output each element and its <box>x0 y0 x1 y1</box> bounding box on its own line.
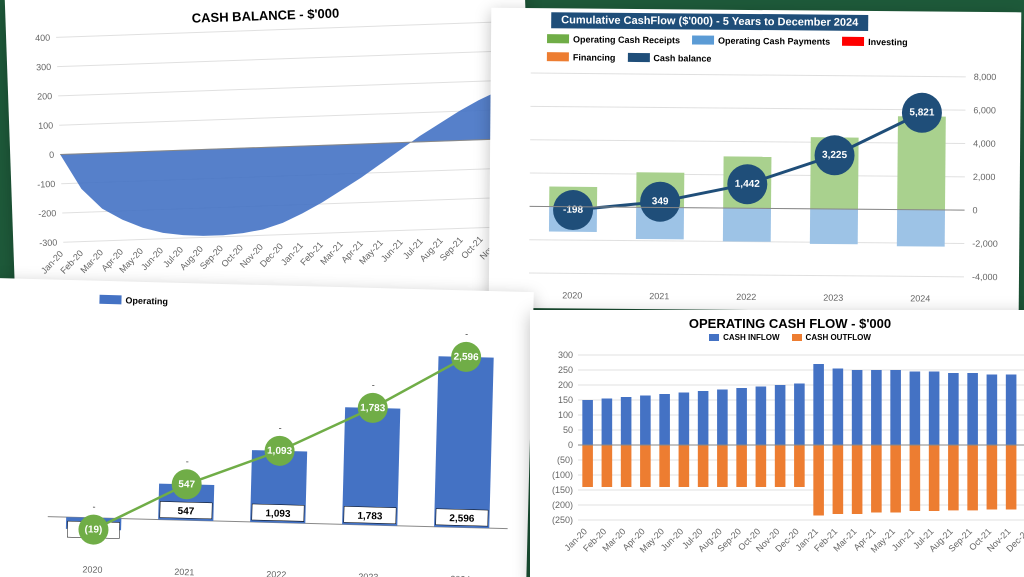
svg-text:Dec-20: Dec-20 <box>258 241 285 269</box>
svg-text:2020: 2020 <box>562 290 582 300</box>
svg-text:1,783: 1,783 <box>360 403 386 415</box>
svg-text:150: 150 <box>558 395 573 405</box>
svg-text:100: 100 <box>38 120 53 131</box>
svg-text:200: 200 <box>558 380 573 390</box>
svg-text:-2,000: -2,000 <box>972 239 998 249</box>
svg-text:Sep-20: Sep-20 <box>198 243 225 271</box>
svg-text:2,000: 2,000 <box>973 172 996 182</box>
svg-text:50: 50 <box>563 425 573 435</box>
svg-text:2020: 2020 <box>82 564 102 575</box>
svg-text:(250): (250) <box>552 515 573 525</box>
cumulative-legend: Operating Cash ReceiptsOperating Cash Pa… <box>541 30 971 70</box>
svg-text:(150): (150) <box>552 485 573 495</box>
cumulative-chart: -4,000 -2,000 0 2,000 4,000 6,000 8,000 2020 202… <box>489 68 1021 313</box>
operating-monthly-chart: (250) (200) (150) (100) (50) 0 50 100 150 200 250 3… <box>530 350 1024 575</box>
cash-balance-chart: -300-200-1000100200300400Jan-20Feb-20Mar… <box>6 11 535 299</box>
svg-text:2021: 2021 <box>174 567 194 577</box>
cash-balance-card: CASH BALANCE - $'000 -300-200-1000100200… <box>5 0 536 309</box>
svg-text:-100: -100 <box>37 179 55 190</box>
svg-text:300: 300 <box>36 62 51 73</box>
svg-text:1,093: 1,093 <box>267 446 293 458</box>
svg-text:349: 349 <box>652 196 669 207</box>
svg-text:0: 0 <box>49 150 54 160</box>
operating-monthly-card: OPERATING CASH FLOW - $'000 CASH INFLOWC… <box>530 310 1024 577</box>
svg-text:Mar-20: Mar-20 <box>78 247 105 275</box>
cumulative-title-bar: Cumulative CashFlow ($'000) - 5 Years to… <box>551 12 868 31</box>
svg-text:400: 400 <box>35 33 50 44</box>
svg-text:2,596: 2,596 <box>453 352 479 364</box>
svg-text:-: - <box>465 329 468 339</box>
operating-annual-card: Operating (179)202054720211,09320221,783… <box>0 278 534 577</box>
operating-monthly-title: OPERATING CASH FLOW - $'000 <box>530 310 1024 331</box>
svg-text:547: 547 <box>178 479 195 490</box>
svg-text:0: 0 <box>568 440 573 450</box>
svg-text:1,783: 1,783 <box>357 511 383 523</box>
cumulative-cashflow-card: Cumulative CashFlow ($'000) - 5 Years to… <box>489 8 1022 313</box>
svg-text:2021: 2021 <box>649 291 669 301</box>
operating-legend-label: Operating <box>125 295 168 306</box>
operating-monthly-legend: CASH INFLOWCASH OUTFLOW <box>530 333 1024 343</box>
svg-text:300: 300 <box>558 350 573 360</box>
svg-text:Jun-20: Jun-20 <box>139 245 165 272</box>
operating-annual-chart: (179)202054720211,09320221,78320232,5962… <box>0 308 533 577</box>
svg-text:-200: -200 <box>38 208 56 219</box>
svg-text:-: - <box>372 380 375 390</box>
svg-text:(19): (19) <box>84 524 102 535</box>
svg-text:1,442: 1,442 <box>735 179 761 190</box>
svg-text:250: 250 <box>558 365 573 375</box>
svg-text:Jun-21: Jun-21 <box>379 237 405 264</box>
svg-text:2023: 2023 <box>823 293 843 303</box>
operating-annual-legend: Operating <box>93 291 174 311</box>
svg-text:2024: 2024 <box>910 293 930 303</box>
svg-text:4,000: 4,000 <box>973 139 996 149</box>
svg-text:Sep-21: Sep-21 <box>438 235 465 263</box>
svg-text:3,225: 3,225 <box>822 150 848 161</box>
svg-text:2023: 2023 <box>358 572 378 577</box>
svg-text:-: - <box>186 456 189 466</box>
svg-text:-: - <box>279 423 282 433</box>
svg-text:8,000: 8,000 <box>974 72 997 82</box>
svg-text:Mar-21: Mar-21 <box>318 239 345 267</box>
svg-text:5,821: 5,821 <box>909 107 935 118</box>
svg-text:-4,000: -4,000 <box>972 272 998 282</box>
svg-text:547: 547 <box>177 506 194 517</box>
svg-text:2022: 2022 <box>736 292 756 302</box>
svg-text:(50): (50) <box>557 455 573 465</box>
svg-text:1,093: 1,093 <box>265 508 291 520</box>
svg-text:-300: -300 <box>39 237 57 248</box>
svg-text:200: 200 <box>37 91 52 102</box>
svg-text:6,000: 6,000 <box>973 105 996 115</box>
svg-text:(100): (100) <box>552 470 573 480</box>
svg-text:-: - <box>92 502 95 512</box>
svg-text:0: 0 <box>973 205 978 215</box>
svg-text:2,596: 2,596 <box>449 513 475 525</box>
svg-text:2022: 2022 <box>266 569 286 577</box>
svg-text:100: 100 <box>558 410 573 420</box>
svg-text:(200): (200) <box>552 500 573 510</box>
